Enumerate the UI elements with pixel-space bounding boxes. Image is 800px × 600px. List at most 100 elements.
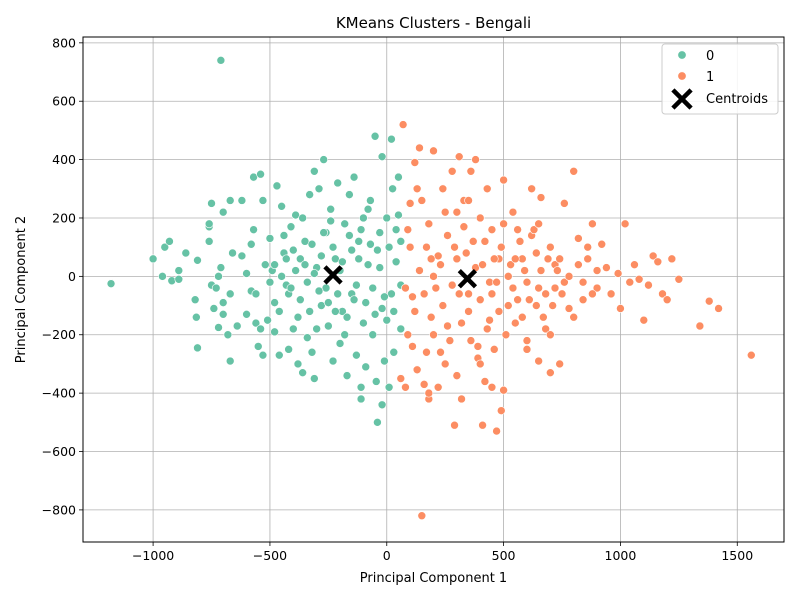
cluster-1-point	[417, 196, 427, 205]
cluster-1-point	[440, 359, 450, 369]
cluster-1-point	[553, 266, 562, 275]
cluster-1-point	[658, 289, 667, 299]
x-tick-label: −1000	[132, 548, 174, 563]
cluster-1-point	[422, 242, 431, 252]
cluster-0-point	[331, 307, 340, 316]
cluster-0-point	[158, 272, 167, 281]
cluster-1-point	[667, 254, 677, 264]
cluster-1-point	[704, 296, 714, 306]
cluster-0-point	[218, 298, 228, 307]
cluster-0-point	[394, 172, 403, 182]
cluster-1-point	[452, 207, 462, 217]
cluster-1-point	[403, 225, 413, 234]
cluster-0-point	[296, 254, 305, 264]
cluster-0-point	[338, 257, 347, 267]
cluster-0-point	[361, 298, 371, 307]
cluster-1-point	[478, 420, 487, 430]
cluster-0-point	[251, 289, 261, 299]
cluster-1-point	[450, 242, 459, 252]
cluster-1-point	[616, 304, 625, 313]
cluster-0-point	[373, 418, 382, 427]
cluster-1-point	[398, 120, 408, 129]
cluster-1-point	[620, 219, 630, 229]
chart-title: KMeans Clusters - Bengali	[336, 14, 531, 32]
cluster-0-point	[237, 251, 247, 261]
cluster-0-point	[204, 237, 214, 246]
cluster-1-point	[496, 406, 506, 415]
cluster-1-point	[534, 219, 543, 229]
cluster-0-point	[380, 292, 389, 302]
cluster-0-point	[204, 219, 214, 229]
cluster-1-point	[426, 254, 436, 264]
cluster-1-point	[569, 166, 579, 176]
cluster-0-point	[361, 362, 371, 372]
cluster-1-point	[557, 289, 567, 299]
cluster-0-point	[342, 371, 352, 380]
cluster-0-point	[335, 339, 345, 348]
cluster-0-point	[375, 228, 385, 237]
cluster-0-point	[312, 324, 321, 334]
cluster-0-point	[214, 323, 223, 332]
cluster-0-point	[366, 196, 375, 205]
cluster-1-point	[489, 345, 499, 354]
cluster-0-point	[225, 356, 235, 366]
cluster-0-point	[314, 286, 324, 296]
cluster-1-point	[714, 304, 723, 313]
cluster-1-point	[534, 283, 543, 293]
cluster-0-point	[293, 312, 303, 322]
cluster-1-point	[583, 242, 593, 252]
cluster-0-point	[373, 245, 382, 255]
cluster-0-point	[328, 356, 338, 366]
cluster-1-point	[401, 382, 410, 392]
cluster-0-point	[303, 277, 312, 287]
cluster-1-point	[480, 237, 490, 246]
cluster-1-point	[429, 146, 438, 156]
cluster-1-point	[447, 280, 457, 290]
centroid-marker	[323, 265, 343, 285]
cluster-0-point	[300, 260, 310, 269]
cluster-1-point	[466, 336, 476, 345]
y-tick-label: −200	[42, 327, 76, 342]
cluster-1-point	[412, 184, 422, 194]
cluster-1-point	[662, 295, 672, 305]
cluster-0-point	[347, 245, 357, 255]
cluster-1-point	[602, 263, 611, 272]
cluster-1-point	[487, 289, 497, 299]
cluster-1-point	[499, 175, 508, 185]
cluster-0-point	[389, 307, 399, 316]
x-axis-label: Principal Component 1	[360, 571, 507, 586]
data-points	[106, 56, 756, 521]
plot-frame	[82, 36, 785, 543]
cluster-1-point	[525, 295, 534, 305]
cluster-1-point	[492, 277, 501, 287]
y-axis-label: Principal Component 2	[14, 216, 29, 363]
cluster-0-point	[384, 242, 394, 252]
cluster-1-point	[564, 304, 574, 313]
y-tick-label: −400	[42, 386, 76, 401]
cluster-1-point	[443, 321, 452, 331]
cluster-0-point	[160, 242, 170, 252]
x-tick-label: −500	[253, 548, 287, 563]
cluster-0-point	[258, 196, 268, 205]
cluster-1-point	[408, 342, 417, 351]
cluster-1-point	[415, 143, 424, 153]
cluster-1-point	[574, 234, 583, 243]
cluster-0-point	[274, 350, 284, 360]
cluster-1-point	[597, 239, 607, 249]
legend-marker-cluster-0	[677, 50, 687, 60]
cluster-1-point	[447, 166, 457, 176]
cluster-1-point	[532, 248, 541, 258]
cluster-1-point	[536, 193, 546, 202]
cluster-1-point	[520, 266, 529, 275]
cluster-1-point	[405, 199, 415, 208]
cluster-0-point	[349, 172, 359, 182]
cluster-0-point	[263, 315, 272, 325]
cluster-1-point	[424, 388, 434, 398]
y-tick-label: 800	[52, 35, 76, 50]
cluster-0-point	[256, 324, 265, 334]
cluster-1-point	[606, 289, 616, 299]
cluster-0-point	[394, 210, 403, 220]
cluster-0-point	[396, 324, 406, 334]
cluster-1-point	[482, 324, 492, 334]
